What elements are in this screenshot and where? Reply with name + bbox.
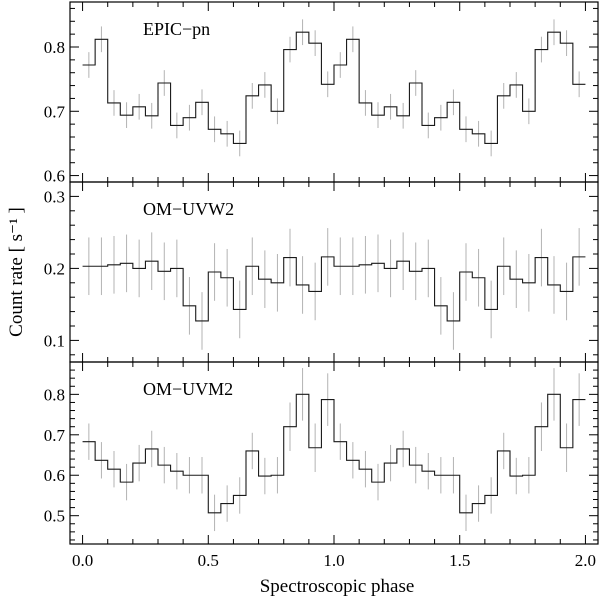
y-tick-label: 0.6	[44, 466, 65, 485]
y-tick-label: 0.2	[44, 259, 65, 278]
y-axis-label: Count rate [ s⁻¹ ]	[6, 207, 27, 337]
panel-epic-pn: 0.6 0.7 0.8 EPIC−pn	[44, 1, 599, 186]
panel-om-uvm2: 0.5 0.6 0.7 0.8 OM−UVM2 0.0 0.5 1.0 1.5 2.0	[44, 361, 599, 570]
y-tick-label: 0.8	[44, 38, 65, 57]
x-tick-label: 2.0	[575, 551, 596, 570]
panel-om-uvw2: 0.1 0.2 0.3 OM−UVW2	[44, 181, 599, 363]
y-tick-label: 0.1	[44, 331, 65, 350]
light-curve-om-uvm2	[82, 393, 586, 514]
y-tick-label: 0.5	[44, 507, 65, 526]
y-tick-label: 0.7	[44, 102, 66, 121]
panel-title-epic-pn: EPIC−pn	[143, 19, 210, 39]
x-tick-label: 0.0	[72, 551, 93, 570]
light-curve-epic-pn	[82, 31, 586, 144]
x-tick-label: 1.0	[323, 551, 344, 570]
y-tick-label: 0.3	[44, 187, 65, 206]
light-curve-om-uvw2	[82, 256, 586, 322]
y-tick-label: 0.7	[44, 426, 66, 445]
x-tick-label: 0.5	[198, 551, 219, 570]
y-tick-label: 0.8	[44, 385, 65, 404]
x-tick-label: 1.5	[449, 551, 470, 570]
panel-title-om-uvm2: OM−UVM2	[143, 379, 233, 399]
panel-title-om-uvw2: OM−UVW2	[143, 199, 234, 219]
y-tick-label: 0.6	[44, 167, 65, 186]
x-axis-label: Spectroscopic phase	[260, 576, 415, 597]
panels: 0.60.70.8EPIC−pn0.10.20.3OM−UVW20.50.60.…	[44, 1, 599, 570]
